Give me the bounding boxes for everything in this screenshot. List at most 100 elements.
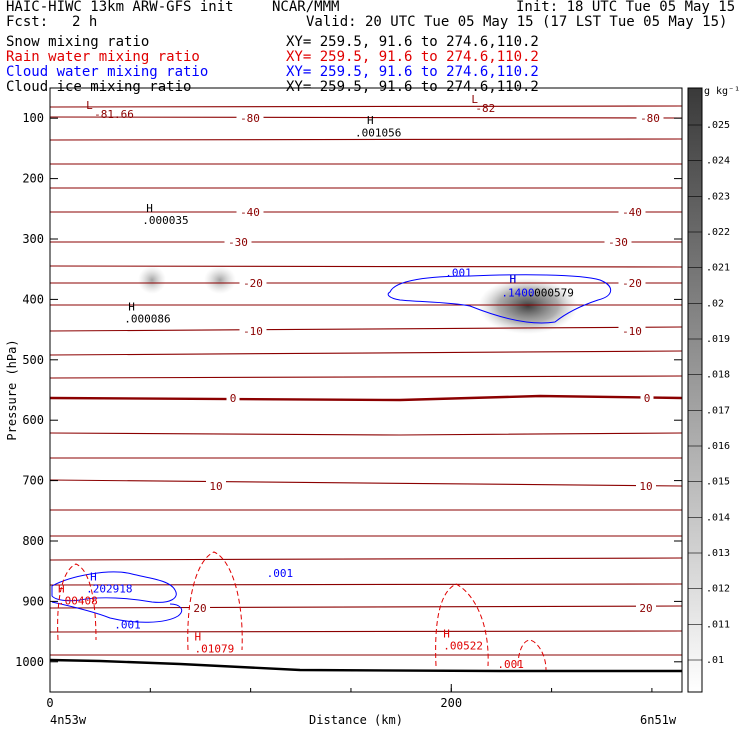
contour-label-bg xyxy=(239,325,267,337)
temp-contour-line xyxy=(49,630,683,633)
contour-label-bg xyxy=(236,112,264,124)
y-tick-label: 500 xyxy=(22,353,44,367)
x-right-location: 6n51w xyxy=(640,713,677,727)
cloud-water-contour xyxy=(51,571,177,603)
forecast-label: Fcst: xyxy=(6,14,49,30)
temperature-contour-label: -10 xyxy=(243,325,263,338)
temperature-contours xyxy=(49,105,683,656)
contour-label-bg xyxy=(636,112,664,124)
temp-contour-line xyxy=(49,265,683,268)
field-annotation: H xyxy=(146,202,153,215)
contour-label-bg xyxy=(236,206,264,218)
field-annotation: .001 xyxy=(267,567,294,580)
field-annotation: -81.66 xyxy=(94,108,134,121)
temperature-contour-label: 20 xyxy=(639,602,652,615)
temp-contour-line xyxy=(49,557,683,561)
colorbar-tick-label: .015 xyxy=(706,477,730,488)
contour-label-bg xyxy=(206,480,226,492)
y-tick-label: 300 xyxy=(22,232,44,246)
contour-label-bg xyxy=(636,480,656,492)
y-tick-label: 400 xyxy=(22,292,44,306)
init-time: Init: 18 UTC Tue 05 May 15 xyxy=(516,0,736,15)
colorbar-tick-label: .01 xyxy=(706,655,724,666)
contour-label-bg xyxy=(224,236,252,248)
contour-label-bg xyxy=(190,602,210,614)
terrain-line xyxy=(49,658,682,673)
temperature-contour-label: -80 xyxy=(240,112,260,125)
ice-shading-2 xyxy=(204,266,236,294)
field-annotation: .202918 xyxy=(86,582,132,595)
freezing-level-contour xyxy=(49,394,683,402)
temp-contour-line xyxy=(49,432,683,436)
contour-label-bg xyxy=(604,236,632,248)
colorbar-ticks: .025 .024 .023 .022 .021 .02 .019 .018 .017 .016.… xyxy=(688,120,730,666)
x-axis: 0 200 xyxy=(46,684,653,710)
colorbar-tick-label: .024 xyxy=(706,156,730,167)
contour-label-bg xyxy=(636,602,656,614)
field-xy-snow: XY= 259.5, 91.6 to 274.6,110.2 xyxy=(286,34,539,50)
field-annotation: .00522 xyxy=(443,640,483,653)
temperature-contour-label: -40 xyxy=(240,206,260,219)
field-annotation: .01079 xyxy=(194,643,234,656)
x-tick-label: 0 xyxy=(46,696,53,710)
field-annotation: H xyxy=(367,114,374,127)
field-annotation: .00408 xyxy=(58,594,98,607)
colorbar-tick-label: .018 xyxy=(706,370,730,381)
contour-label-bg xyxy=(618,277,646,289)
field-xy-rain: XY= 259.5, 91.6 to 274.6,110.2 xyxy=(286,49,539,65)
temperature-contour-label: -40 xyxy=(622,206,642,219)
y-axis-title: Pressure (hPa) xyxy=(5,339,19,440)
field-annotation: L xyxy=(86,99,93,112)
colorbar-tick-label: .012 xyxy=(706,584,730,595)
temperature-contour-label: 10 xyxy=(209,480,222,493)
y-tick-label: 800 xyxy=(22,534,44,548)
rain-contour xyxy=(517,639,547,671)
temperature-contour-label: 20 xyxy=(193,602,206,615)
colorbar-tick-label: .014 xyxy=(706,512,730,523)
valid-time: Valid: 20 UTC Tue 05 May 15 (17 LST Tue … xyxy=(306,14,728,30)
colorbar-tick-label: .023 xyxy=(706,191,730,202)
field-annotation: .000086 xyxy=(124,312,170,325)
field-annotation: H xyxy=(509,272,516,285)
x-left-location: 4n53w xyxy=(50,713,87,727)
ice-shading-1 xyxy=(138,266,166,294)
annotations: L-81.66L-82H.001056H.000035H.000086HH.14… xyxy=(58,93,574,671)
temperature-contour-label: -20 xyxy=(622,277,642,290)
model-title: HAIC-HIWC 13km ARW-GFS init xyxy=(6,0,234,15)
cloud-water-contours xyxy=(51,274,612,623)
contour-label-bg xyxy=(226,392,240,404)
field-annotation: H xyxy=(128,300,135,313)
rain-water-contours xyxy=(57,551,547,671)
field-annotation: .000035 xyxy=(142,214,188,227)
field-annotation: H xyxy=(58,582,65,595)
x-axis-title: Distance (km) xyxy=(309,713,403,727)
colorbar-tick-label: .016 xyxy=(706,441,730,452)
temperature-contour-label: -30 xyxy=(608,236,628,249)
temp-contour-line xyxy=(49,138,683,141)
contour-labels: -80 -80 -40 -40 -30 -30 -20 -20 -10 -10 0 0 10 10 20 20 xyxy=(190,112,664,615)
temperature-contour-label: 0 xyxy=(230,392,237,405)
field-name-cloud-ice: Cloud ice mixing ratio xyxy=(6,79,192,95)
y-tick-label: 600 xyxy=(22,413,44,427)
field-annotation: .001 xyxy=(497,658,524,671)
forecast-hour: 2 h xyxy=(72,14,98,30)
colorbar-tick-label: .02 xyxy=(706,298,724,309)
temperature-contour-label: 10 xyxy=(639,480,652,493)
plot-frame xyxy=(49,87,683,693)
field-annotation: H xyxy=(443,628,450,641)
field-xy-cloud-ice: XY= 259.5, 91.6 to 274.6,110.2 xyxy=(286,79,539,95)
temp-contour-line xyxy=(49,375,683,379)
field-annotation: L xyxy=(471,93,478,106)
contour-label-bg xyxy=(239,277,267,289)
temperature-contour-label: -30 xyxy=(228,236,248,249)
y-tick-label: 1000 xyxy=(15,655,44,669)
field-annotation: .001 xyxy=(114,619,141,632)
field-name-snow: Snow mixing ratio xyxy=(6,34,150,50)
temperature-contour-label: -10 xyxy=(622,325,642,338)
temp-contour-line xyxy=(49,479,683,487)
rain-contour xyxy=(435,583,489,667)
field-annotation: -82 xyxy=(475,102,495,115)
x-tick-label: 200 xyxy=(440,696,462,710)
